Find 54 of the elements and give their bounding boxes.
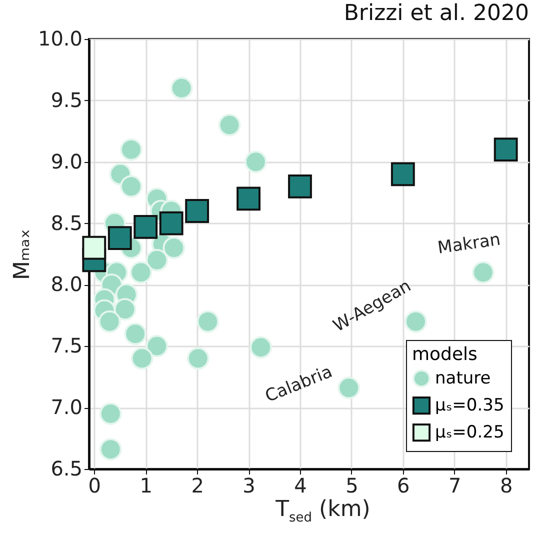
legend-label: μₛ=0.35: [435, 396, 504, 416]
y-tick-label: 9.0: [50, 149, 82, 174]
point: [98, 310, 121, 333]
y-tick-label: 6.5: [50, 456, 82, 480]
legend-label: μₛ=0.25: [435, 422, 504, 442]
point: [244, 150, 267, 174]
y-tick-label: 7.0: [50, 395, 82, 420]
x-tick-label: 3: [242, 474, 256, 498]
y-axis-title: Mₘₐₓ: [10, 228, 35, 280]
point: [99, 402, 122, 425]
x-tick-label: 6: [397, 474, 410, 498]
point: [134, 215, 158, 239]
point: [120, 138, 142, 161]
point: [236, 186, 260, 211]
point: [130, 347, 154, 370]
point: [494, 138, 518, 162]
point: [196, 310, 220, 333]
x-tick-label: 2: [191, 474, 204, 498]
point: [146, 334, 168, 358]
point: [82, 236, 106, 260]
y-tick-label: 10.0: [38, 26, 82, 50]
point: [186, 347, 210, 370]
annotation: Makran: [436, 230, 502, 258]
x-tick-label: 8: [500, 474, 513, 498]
point: [120, 175, 142, 198]
point: [170, 76, 193, 100]
chart-title: Brizzi et al. 2020: [344, 1, 529, 26]
point: [162, 236, 186, 260]
point: [250, 336, 272, 359]
y-tick-label: 7.5: [50, 334, 82, 358]
x-tick-label: 4: [294, 474, 307, 498]
point: [185, 199, 210, 223]
point: [338, 376, 360, 400]
point: [218, 114, 241, 136]
legend-label: nature: [435, 368, 491, 388]
legend-title: models: [412, 344, 478, 365]
x-axis-title: T$_{sed}$ (km): [274, 497, 372, 526]
y-tick-label: 8.0: [50, 272, 82, 296]
point: [130, 261, 152, 284]
x-tick-label: 0: [88, 474, 102, 498]
point: [390, 162, 415, 186]
point: [108, 226, 132, 250]
point: [159, 211, 184, 236]
y-tick-label: 9.5: [50, 88, 82, 112]
point: [146, 248, 168, 272]
point: [472, 261, 494, 284]
point: [99, 438, 122, 461]
point: [124, 322, 147, 346]
x-tick-label: 1: [140, 474, 152, 498]
point: [114, 298, 136, 321]
x-tick-label: 7: [448, 474, 462, 498]
x-tick-label: 5: [346, 474, 358, 498]
y-tick-label: 8.5: [50, 210, 82, 235]
point: [288, 174, 312, 198]
